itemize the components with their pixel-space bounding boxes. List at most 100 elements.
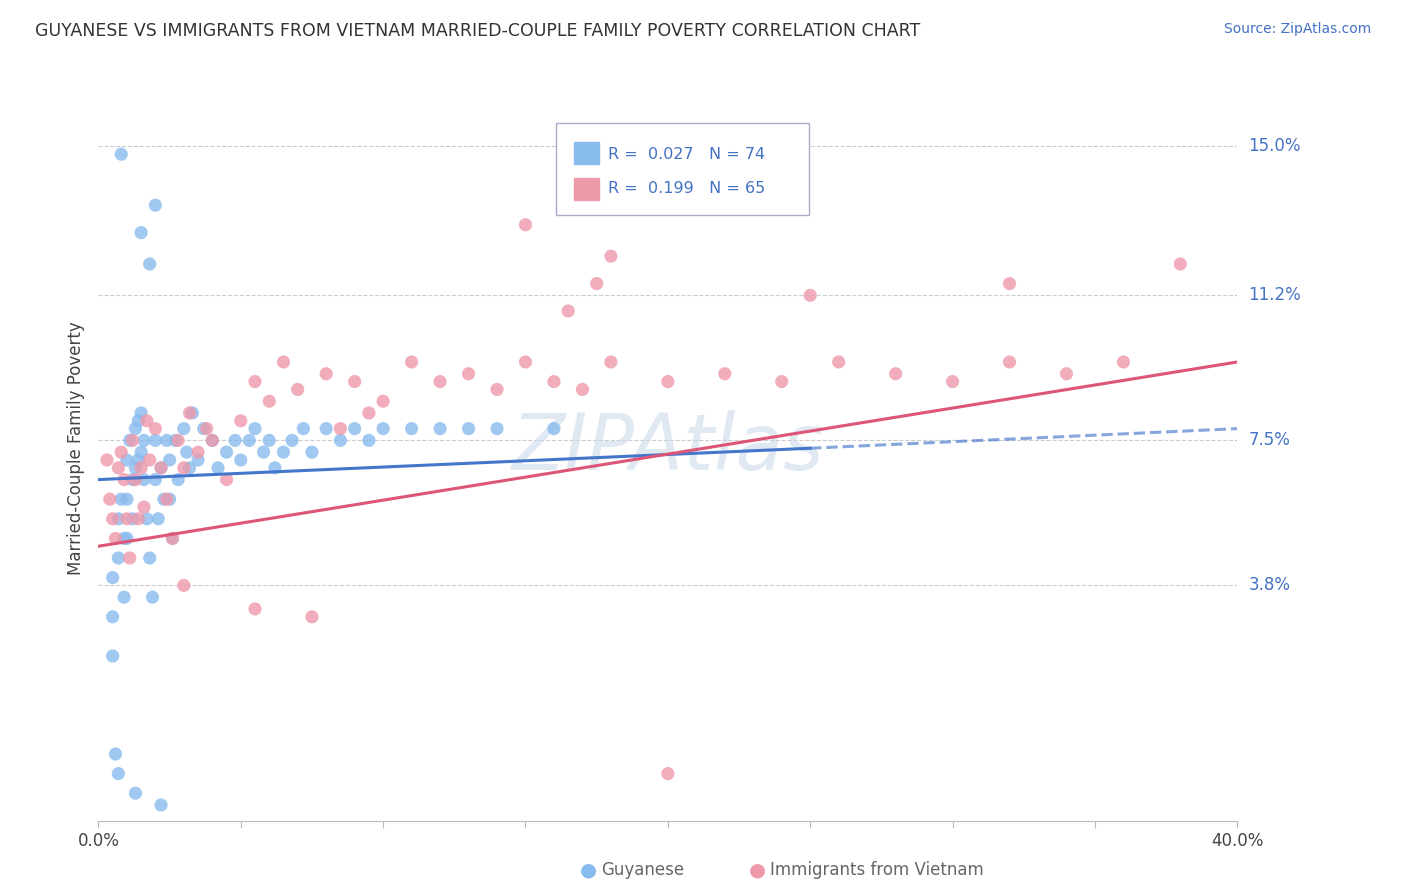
Point — [129, 460, 152, 475]
Point — [132, 500, 155, 514]
Point — [1056, 367, 1078, 381]
Point — [98, 492, 121, 507]
Point — [238, 434, 260, 448]
Point — [124, 786, 146, 800]
Point — [281, 434, 304, 448]
Point — [124, 473, 146, 487]
Point — [112, 532, 135, 546]
Text: GUYANESE VS IMMIGRANTS FROM VIETNAM MARRIED-COUPLE FAMILY POVERTY CORRELATION CH: GUYANESE VS IMMIGRANTS FROM VIETNAM MARR… — [35, 22, 921, 40]
Point — [179, 460, 201, 475]
Point — [401, 422, 423, 436]
Point — [301, 445, 323, 459]
Point — [101, 512, 124, 526]
Point — [543, 422, 565, 436]
Point — [101, 609, 124, 624]
Point — [145, 473, 167, 487]
Point — [121, 473, 143, 487]
Point — [173, 422, 195, 436]
Point — [148, 512, 170, 526]
Point — [571, 383, 593, 397]
Point — [273, 445, 295, 459]
Text: ●: ● — [748, 860, 766, 880]
Point — [357, 434, 380, 448]
Point — [315, 422, 337, 436]
Point — [153, 492, 176, 507]
Point — [129, 226, 152, 240]
Text: 3.8%: 3.8% — [1249, 576, 1291, 594]
Point — [156, 434, 179, 448]
Point — [193, 422, 215, 436]
Point — [600, 355, 623, 369]
Point — [115, 532, 138, 546]
Text: Guyanese: Guyanese — [602, 861, 685, 879]
Point — [373, 394, 395, 409]
Point — [201, 434, 224, 448]
Point — [127, 512, 149, 526]
Point — [343, 375, 366, 389]
Point — [107, 512, 129, 526]
Text: R =  0.199   N = 65: R = 0.199 N = 65 — [607, 181, 765, 196]
Point — [557, 304, 579, 318]
Point — [159, 453, 181, 467]
Point — [224, 434, 246, 448]
Point — [343, 422, 366, 436]
Point — [110, 445, 132, 459]
Point — [138, 453, 160, 467]
Point — [207, 460, 229, 475]
Point — [942, 375, 965, 389]
Point — [373, 422, 395, 436]
Point — [714, 367, 737, 381]
Point — [215, 473, 238, 487]
Point — [138, 551, 160, 566]
Text: 15.0%: 15.0% — [1249, 137, 1301, 155]
Point — [107, 551, 129, 566]
Point — [135, 512, 157, 526]
Point — [515, 218, 537, 232]
Point — [543, 375, 565, 389]
Point — [1170, 257, 1192, 271]
Point — [515, 355, 537, 369]
Point — [135, 414, 157, 428]
Point — [215, 445, 238, 459]
Point — [173, 460, 195, 475]
Point — [187, 445, 209, 459]
Point — [145, 422, 167, 436]
Point — [167, 434, 190, 448]
Point — [315, 367, 337, 381]
Point — [770, 375, 793, 389]
Point — [124, 460, 146, 475]
Point — [292, 422, 315, 436]
Point — [112, 473, 135, 487]
Point — [429, 422, 451, 436]
Point — [195, 422, 218, 436]
Point — [121, 512, 143, 526]
Point — [115, 453, 138, 467]
Point — [259, 394, 281, 409]
Point — [828, 355, 851, 369]
Point — [110, 492, 132, 507]
Point — [600, 249, 623, 263]
Point — [129, 445, 152, 459]
Point — [457, 422, 479, 436]
Point — [110, 147, 132, 161]
Point — [107, 766, 129, 780]
Point — [115, 492, 138, 507]
Point — [167, 473, 190, 487]
Point — [176, 445, 198, 459]
Point — [141, 591, 163, 605]
Point — [150, 797, 173, 812]
Point — [150, 460, 173, 475]
Point — [287, 383, 309, 397]
Point — [145, 434, 167, 448]
Point — [115, 512, 138, 526]
Point — [124, 422, 146, 436]
Point — [243, 375, 266, 389]
Y-axis label: Married-Couple Family Poverty: Married-Couple Family Poverty — [66, 321, 84, 575]
Point — [118, 434, 141, 448]
Point — [1112, 355, 1135, 369]
Point — [229, 414, 252, 428]
Text: ●: ● — [581, 860, 598, 880]
Point — [162, 532, 184, 546]
Point — [150, 460, 173, 475]
Point — [799, 288, 821, 302]
